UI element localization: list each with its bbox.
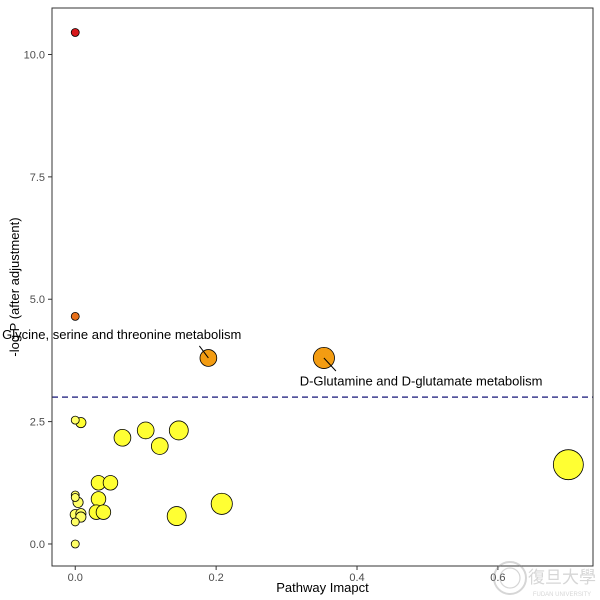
- data-point: [210, 492, 233, 515]
- annotation-leader-line: [323, 357, 337, 372]
- y-tick-label: 5.0: [30, 294, 45, 306]
- data-point: [70, 493, 80, 502]
- annotation-layer: Glycine, serine and threonine metabolism…: [2, 327, 542, 389]
- fudan-university-watermark: 復旦大學 FUDAN UNIVERSITY: [493, 561, 596, 598]
- data-point: [70, 517, 80, 527]
- data-point: [166, 506, 187, 526]
- data-point: [70, 415, 80, 425]
- y-axis-title: -log P (after adjustment): [7, 217, 22, 356]
- watermark-seal-icon: [493, 561, 527, 595]
- annotation-label: Glycine, serine and threonine metabolism: [2, 327, 241, 342]
- watermark-text: 復旦大學: [528, 568, 596, 588]
- data-point: [136, 421, 155, 440]
- annotation-leader-line: [198, 345, 209, 359]
- data-point: [552, 449, 584, 481]
- x-axis-title: Pathway Imapct: [276, 580, 369, 595]
- x-tick-label: 0.4: [349, 572, 364, 584]
- annotation-label: D-Glutamine and D-glutamate metabolism: [300, 373, 543, 388]
- data-point: [70, 28, 80, 37]
- data-point: [102, 475, 119, 491]
- y-tick-label: 7.5: [30, 172, 45, 184]
- data-point: [95, 504, 112, 520]
- x-tick-label: 0.2: [208, 572, 223, 584]
- data-point: [150, 437, 169, 455]
- data-point: [70, 311, 80, 321]
- data-point: [70, 539, 80, 549]
- data-point: [113, 428, 132, 447]
- x-axis: 0.0 0.2 0.4 0.6: [68, 566, 506, 584]
- data-point: [90, 491, 107, 507]
- points-layer: [69, 28, 584, 549]
- y-tick-label: 0.0: [30, 539, 45, 551]
- watermark-seal-inner-icon: [499, 567, 521, 589]
- y-tick-label: 2.5: [30, 417, 45, 429]
- data-point: [168, 420, 189, 441]
- watermark-subtext: FUDAN UNIVERSITY: [533, 592, 591, 598]
- x-tick-label: 0.0: [68, 572, 83, 584]
- x-tick-label: 0.6: [490, 572, 505, 584]
- plot-panel-border: [51, 7, 594, 567]
- y-axis: 0.0 2.5 5.0 7.5 10.0: [24, 50, 52, 551]
- y-tick-label: 10.0: [24, 50, 45, 62]
